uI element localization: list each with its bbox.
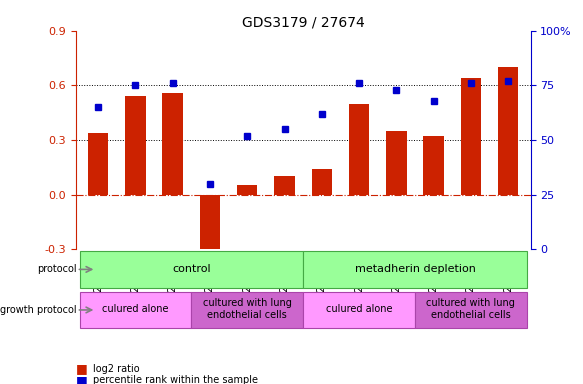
Text: cultured with lung
endothelial cells: cultured with lung endothelial cells xyxy=(203,298,292,320)
Bar xyxy=(423,136,444,195)
Bar xyxy=(415,292,527,328)
Text: culured alone: culured alone xyxy=(102,304,168,314)
Text: log2 ratio: log2 ratio xyxy=(93,364,140,374)
Bar xyxy=(125,96,146,195)
Bar xyxy=(88,132,108,195)
Title: GDS3179 / 27674: GDS3179 / 27674 xyxy=(242,16,364,30)
Bar xyxy=(461,78,481,195)
Text: control: control xyxy=(172,263,210,273)
Text: ■: ■ xyxy=(76,374,87,384)
Bar xyxy=(303,292,415,328)
Text: percentile rank within the sample: percentile rank within the sample xyxy=(93,375,258,384)
Bar xyxy=(79,251,303,288)
Text: growth protocol: growth protocol xyxy=(0,305,76,315)
Bar xyxy=(79,292,191,328)
Bar xyxy=(311,169,332,195)
Text: metadherin depletion: metadherin depletion xyxy=(354,263,475,273)
Bar xyxy=(303,251,527,288)
Bar xyxy=(349,104,369,195)
Text: protocol: protocol xyxy=(37,265,76,275)
Text: cultured with lung
endothelial cells: cultured with lung endothelial cells xyxy=(426,298,515,320)
Bar xyxy=(386,131,406,195)
Bar xyxy=(191,292,303,328)
Bar xyxy=(274,176,295,195)
Bar xyxy=(237,185,258,195)
Text: ■: ■ xyxy=(76,362,87,375)
Bar xyxy=(163,93,183,195)
Bar xyxy=(498,67,518,195)
Bar xyxy=(200,195,220,260)
Text: culured alone: culured alone xyxy=(326,304,392,314)
